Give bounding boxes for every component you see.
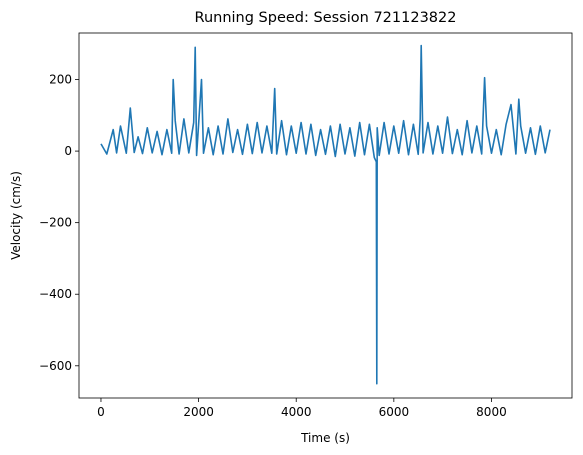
y-tick-label: 200 [49, 73, 72, 87]
x-axis: 0 2000 4000 6000 8000 [97, 398, 507, 419]
x-tick-label: 4000 [281, 405, 312, 419]
x-tick-label: 2000 [183, 405, 214, 419]
y-tick-label: −400 [39, 287, 72, 301]
x-tick-label: 8000 [476, 405, 507, 419]
plot-frame [78, 32, 573, 399]
y-tick-label: −600 [39, 359, 72, 373]
y-axis: −600 −400 −200 0 200 [39, 73, 79, 373]
series-line [100, 44, 551, 385]
y-tick-label: −200 [39, 216, 72, 230]
y-axis-label: Velocity (cm/s) [9, 171, 23, 260]
x-tick-label: 6000 [379, 405, 410, 419]
y-tick-label: 0 [64, 144, 72, 158]
x-tick-label: 0 [97, 405, 105, 419]
series-layer [100, 44, 551, 385]
x-axis-label: Time (s) [300, 431, 350, 445]
chart-title: Running Speed: Session 721123822 [195, 10, 457, 26]
